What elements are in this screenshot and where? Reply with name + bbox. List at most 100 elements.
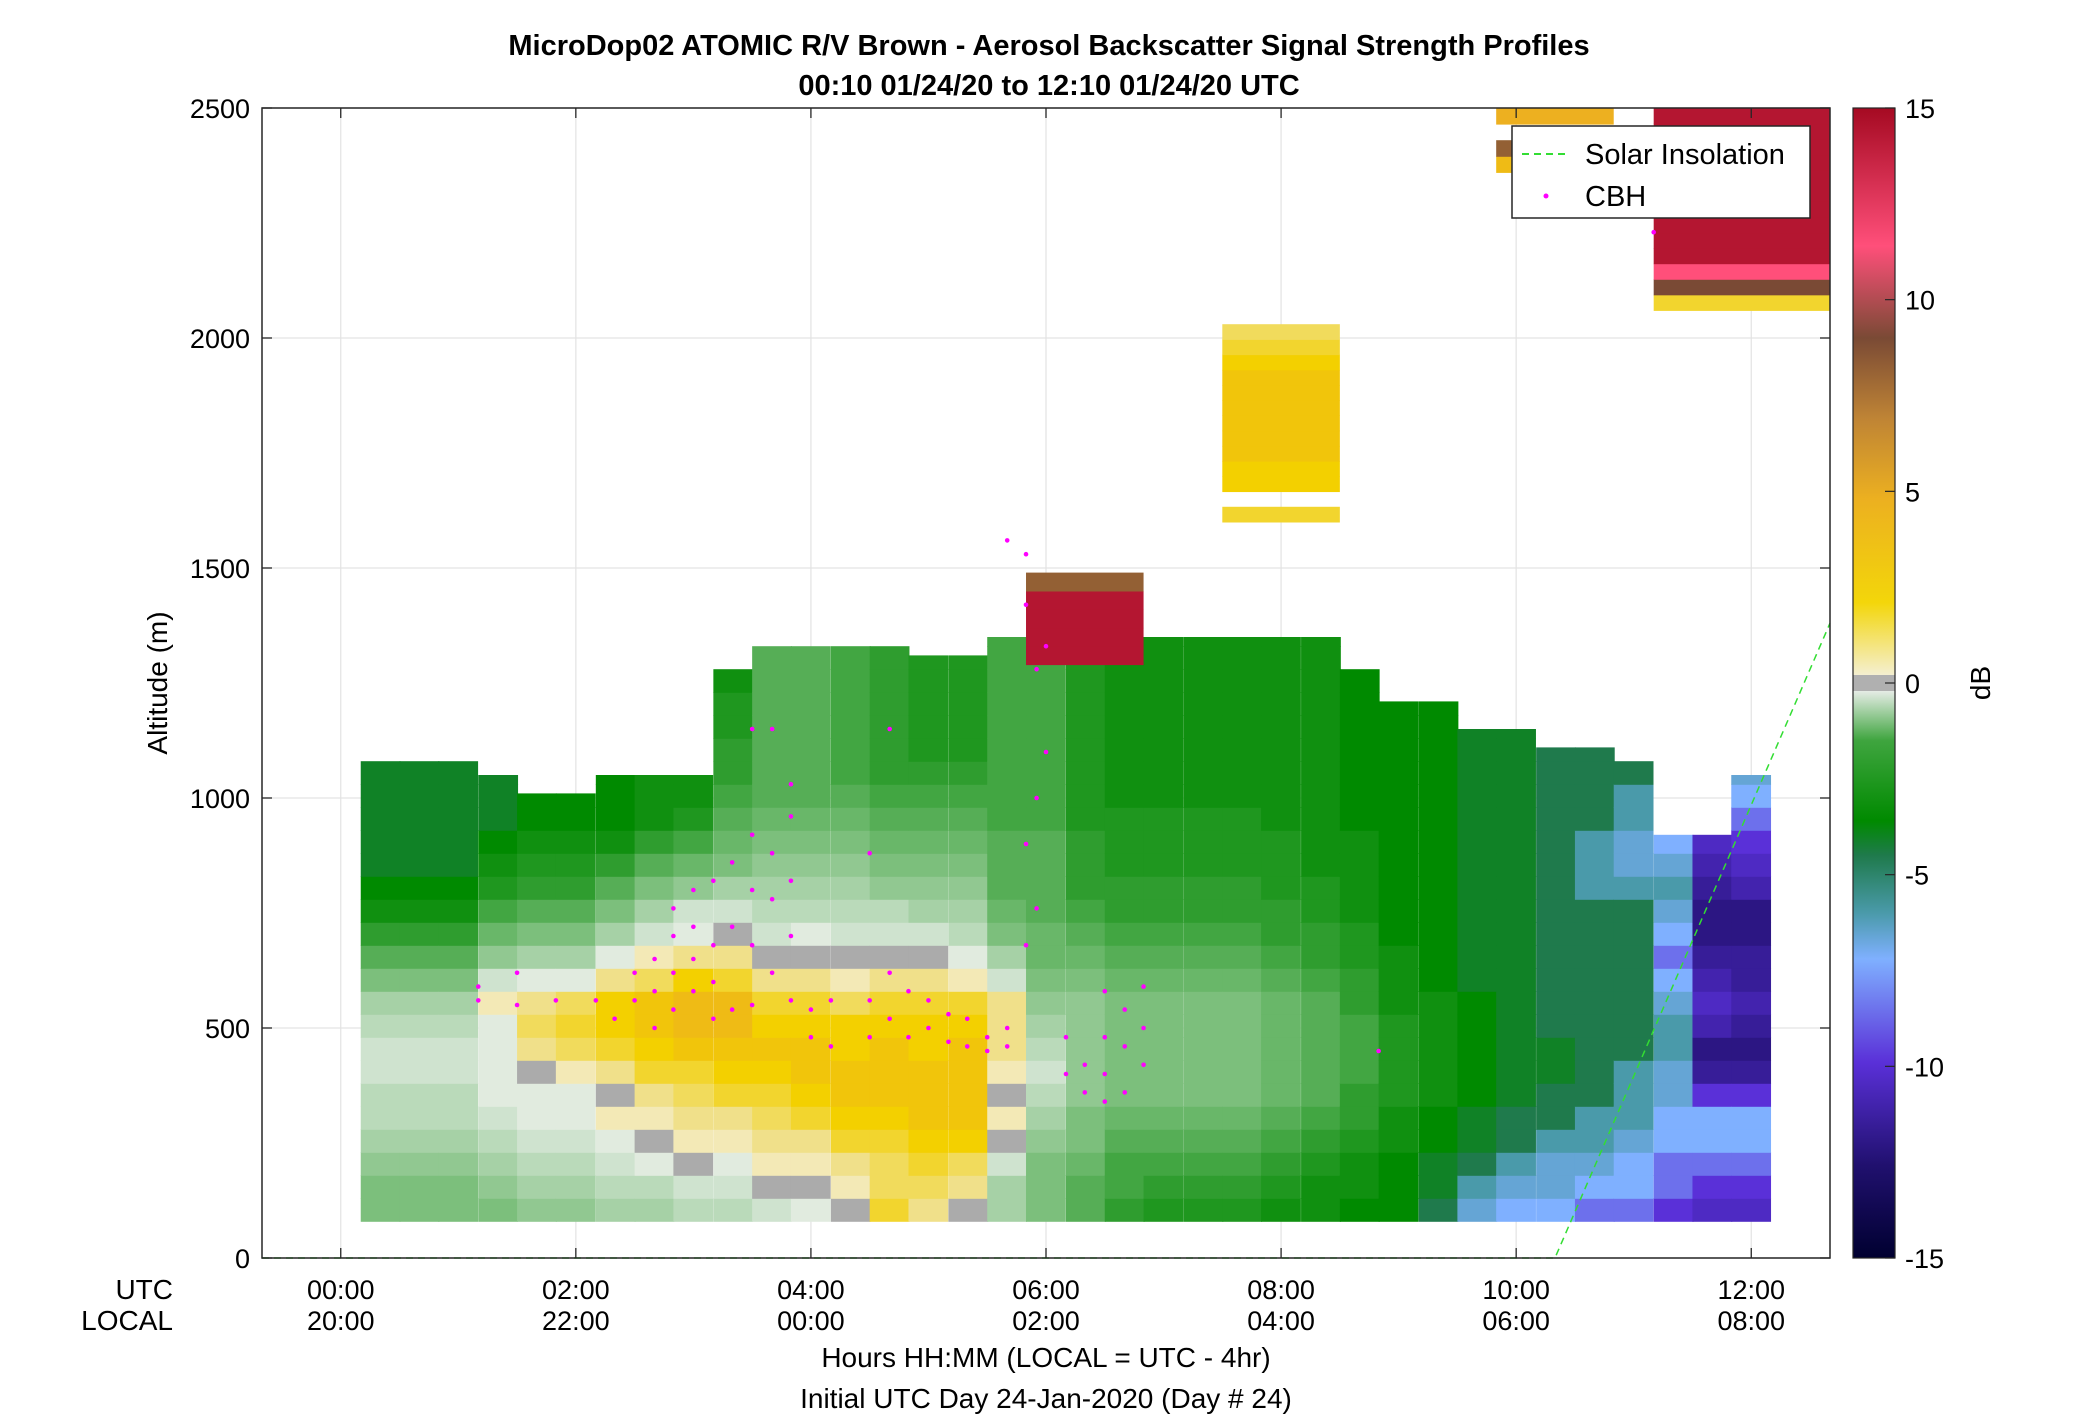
backscatter-cell (360, 807, 401, 831)
backscatter-cell (1301, 1014, 1341, 1038)
backscatter-cell (948, 922, 989, 946)
backscatter-cell (1301, 968, 1341, 992)
backscatter-cell (1183, 922, 1224, 946)
backscatter-cell (752, 1152, 792, 1176)
backscatter-cell (1222, 853, 1263, 877)
backscatter-cell (673, 1152, 714, 1176)
backscatter-cell (399, 1198, 440, 1222)
backscatter-cell (790, 1060, 831, 1084)
backscatter-cell (1692, 991, 1733, 1015)
backscatter-cell (1143, 853, 1184, 877)
backscatter-cell (948, 1037, 989, 1061)
backscatter-cell (1222, 991, 1263, 1015)
backscatter-cell (908, 1152, 949, 1176)
cbh-point (711, 1016, 716, 1022)
x-tick-label-local: 08:00 (1717, 1306, 1785, 1336)
cbh-point (1034, 666, 1039, 672)
cbh-point (1034, 795, 1039, 801)
backscatter-cell (1261, 1037, 1301, 1061)
backscatter-cell (1143, 968, 1184, 992)
cbh-point (867, 850, 872, 856)
backscatter-cell (1143, 669, 1184, 693)
x-tick-label-utc: 00:00 (307, 1275, 375, 1305)
backscatter-cell (555, 807, 596, 831)
backscatter-cell (1183, 991, 1224, 1015)
backscatter-cell (1692, 1014, 1733, 1038)
backscatter-cell (1496, 1106, 1536, 1130)
backscatter-cell (1378, 1037, 1419, 1061)
backscatter-cell (1026, 1198, 1066, 1222)
backscatter-cell (1183, 637, 1224, 647)
backscatter-cell (790, 761, 831, 785)
backscatter-cell (1378, 1014, 1419, 1038)
cbh-point (769, 726, 775, 732)
x-axis-ticks: 00:0020:0002:0022:0004:0000:0006:0002:00… (307, 108, 1785, 1336)
backscatter-cell (1339, 784, 1380, 808)
backscatter-cell (1261, 945, 1301, 969)
backscatter-cell (948, 1175, 989, 1199)
x-tick-label-utc: 02:00 (542, 1275, 610, 1305)
backscatter-cell (1104, 968, 1145, 992)
backscatter-cell (360, 830, 401, 854)
x-tick-label-local: 04:00 (1247, 1306, 1315, 1336)
backscatter-cell (399, 761, 440, 785)
x-tick-label-local: 06:00 (1482, 1306, 1550, 1336)
backscatter-cell (948, 1152, 989, 1176)
backscatter-cell (1496, 1060, 1536, 1084)
backscatter-cell (830, 807, 871, 831)
backscatter-cell (1457, 899, 1498, 923)
backscatter-cell (1104, 1152, 1145, 1176)
backscatter-cell (1653, 991, 1694, 1015)
backscatter-cell (1574, 1083, 1615, 1107)
backscatter-cell (1026, 922, 1066, 946)
backscatter-cell (1613, 761, 1654, 785)
backscatter-cell (555, 793, 596, 808)
backscatter-cell (595, 1198, 636, 1222)
backscatter-cell (1457, 968, 1498, 992)
backscatter-cell (399, 784, 440, 808)
backscatter-cell (1261, 637, 1301, 647)
backscatter-cell (595, 1014, 636, 1038)
backscatter-cell (1653, 1152, 1694, 1176)
backscatter-cell (1378, 876, 1419, 900)
backscatter-cell (1574, 1106, 1615, 1130)
backscatter-cell (1065, 1037, 1106, 1061)
cbh-point (691, 887, 696, 893)
backscatter-cell (987, 1083, 1028, 1107)
backscatter-cell (1574, 1175, 1615, 1199)
backscatter-cell (517, 991, 557, 1015)
backscatter-cell (752, 1175, 792, 1199)
backscatter-cell (1301, 1175, 1341, 1199)
x-tick-label-utc: 08:00 (1247, 1275, 1315, 1305)
backscatter-cell (869, 968, 910, 992)
backscatter-cell (1261, 1129, 1301, 1153)
backscatter-cell (1065, 715, 1106, 739)
backscatter-cell (1613, 1152, 1654, 1176)
backscatter-cell (948, 692, 989, 716)
backscatter-cell (790, 899, 831, 923)
backscatter-cell (790, 1014, 831, 1038)
y-tick-label: 0 (235, 1244, 250, 1274)
backscatter-cell (1261, 1060, 1301, 1084)
backscatter-cell (1261, 1014, 1301, 1038)
backscatter-cell (713, 1037, 754, 1061)
backscatter-cell (517, 922, 557, 946)
backscatter-cell (1104, 1198, 1145, 1222)
backscatter-cell (1104, 715, 1145, 739)
backscatter-cell (438, 761, 479, 785)
backscatter-cell (1339, 1129, 1380, 1153)
cbh-point (1082, 1090, 1088, 1095)
cbh-point (1122, 1007, 1128, 1012)
backscatter-cell (1261, 830, 1301, 854)
backscatter-cell (869, 876, 910, 900)
backscatter-cell (1418, 1198, 1459, 1222)
backscatter-cell (830, 830, 871, 854)
backscatter-cell (1378, 1083, 1419, 1107)
x-tick-label-local: 00:00 (777, 1306, 845, 1336)
backscatter-cell (399, 1175, 440, 1199)
cbh-point (984, 1034, 990, 1040)
backscatter-cell (869, 1083, 910, 1107)
backscatter-cell (1026, 853, 1066, 877)
cbh-point (749, 942, 755, 948)
backscatter-cell (1496, 738, 1536, 762)
